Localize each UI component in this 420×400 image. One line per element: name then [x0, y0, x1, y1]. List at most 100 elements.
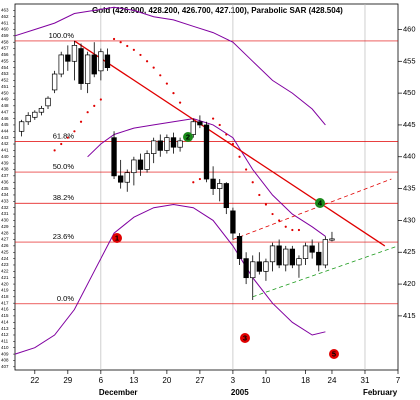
y-left-tick-label: 456 — [1, 52, 9, 57]
month-label: 2005 — [231, 388, 249, 397]
candle-body — [322, 239, 329, 266]
bollinger-band — [14, 6, 326, 126]
sar-dot — [139, 53, 142, 57]
sar-dot — [99, 98, 102, 101]
candle-body — [131, 159, 137, 174]
y-left-tick-label: 448 — [1, 103, 9, 108]
x-tick-label: 27 — [195, 376, 204, 385]
bollinger-band — [14, 203, 326, 355]
sar-dot — [264, 203, 268, 206]
x-tick-label: 3 — [231, 376, 236, 385]
y-tick-label: 435 — [403, 184, 416, 193]
y-left-tick-label: 422 — [1, 269, 9, 274]
candle-body — [296, 258, 302, 266]
candle-body — [263, 261, 269, 272]
sar-dot — [218, 123, 221, 127]
annotation-marker — [112, 233, 122, 243]
y-left-tick-label: 410 — [1, 345, 9, 350]
annotation-marker — [315, 198, 325, 208]
month-label: February — [363, 388, 398, 397]
candle-body — [151, 140, 157, 154]
candle-body — [217, 183, 223, 189]
y-left-tick-label: 438 — [1, 167, 9, 172]
y-left-tick-label: 443 — [1, 135, 9, 140]
candle-body — [309, 245, 315, 253]
candle-body — [302, 245, 309, 259]
y-left-tick-label: 425 — [1, 249, 9, 254]
candle-body — [316, 251, 322, 266]
candle-body — [243, 258, 249, 279]
candle-body — [283, 248, 289, 266]
plot-frame — [14, 3, 399, 371]
sar-dot — [192, 181, 195, 184]
x-tick-label: 7 — [396, 376, 401, 385]
candle-body — [203, 124, 210, 180]
y-left-tick-label: 454 — [1, 65, 9, 70]
y-left-tick-label: 415 — [1, 313, 9, 318]
y-left-tick-label: 411 — [1, 339, 9, 344]
candle-body — [32, 111, 38, 118]
y-left-tick-label: 437 — [1, 173, 9, 178]
y-tick-label: 445 — [403, 120, 416, 129]
fib-label: 61.8% — [53, 131, 75, 140]
x-tick-label: 10 — [261, 376, 270, 385]
y-left-tick-label: 445 — [1, 122, 9, 127]
y-left-tick-label: 436 — [1, 179, 9, 184]
y-left-tick-label: 424 — [1, 256, 9, 261]
y-left-tick-label: 463 — [1, 8, 9, 13]
y-left-tick-label: 421 — [1, 275, 9, 280]
sar-dot — [145, 60, 149, 63]
bollinger-band — [87, 118, 326, 237]
candle-body — [250, 261, 256, 279]
y-left-tick-label: 412 — [1, 332, 9, 337]
x-tick-label: 13 — [129, 376, 138, 385]
y-left-tick-label: 449 — [1, 97, 9, 102]
chart-title: Gold (426.900, 428.200, 426.700, 427.100… — [92, 6, 343, 15]
candle-body — [124, 172, 130, 183]
candle-body — [177, 140, 183, 148]
y-left-tick-label: 462 — [1, 14, 9, 19]
candle-body — [137, 159, 144, 170]
candle-body — [104, 54, 111, 69]
y-left-tick-label: 457 — [1, 46, 9, 51]
sar-dot — [66, 136, 69, 139]
y-left-tick-label: 459 — [1, 33, 9, 38]
sar-dot — [284, 225, 287, 228]
x-tick-label: 20 — [162, 376, 171, 385]
sar-dot — [271, 212, 274, 216]
trend-line — [74, 40, 386, 247]
sar-dot — [198, 177, 201, 181]
y-left-tick-label: 423 — [1, 262, 9, 267]
sar-dot — [73, 130, 76, 133]
y-tick-label: 415 — [403, 311, 416, 320]
sar-dot — [238, 155, 241, 158]
candle-body — [210, 178, 216, 189]
y-left-tick-label: 439 — [1, 160, 9, 165]
sar-dot — [60, 142, 63, 146]
y-left-tick-label: 433 — [1, 199, 9, 204]
annotation-marker — [329, 349, 339, 359]
y-left-tick-label: 429 — [1, 224, 9, 229]
x-tick-label: 6 — [99, 376, 104, 385]
fib-label: 50.0% — [53, 162, 75, 171]
y-left-tick-label: 414 — [1, 319, 9, 324]
annotation-label: 2 — [186, 132, 190, 141]
candle-body — [84, 54, 91, 84]
sar-dot — [225, 133, 228, 136]
y-left-tick-label: 430 — [1, 218, 9, 223]
candle-body — [164, 137, 170, 151]
candle-body — [45, 97, 51, 107]
annotation-marker — [240, 333, 250, 343]
candle-body — [230, 210, 236, 234]
y-left-tick-label: 407 — [1, 364, 9, 369]
sar-dot — [178, 101, 182, 104]
sar-dot — [112, 37, 116, 41]
y-tick-label: 460 — [403, 24, 416, 33]
y-left-tick-label: 409 — [1, 351, 9, 356]
candle-body — [38, 108, 45, 113]
sar-dot — [245, 168, 248, 171]
candle-body — [91, 54, 97, 75]
y-left-tick-label: 417 — [1, 300, 9, 305]
y-left-tick-label: 431 — [1, 211, 9, 216]
